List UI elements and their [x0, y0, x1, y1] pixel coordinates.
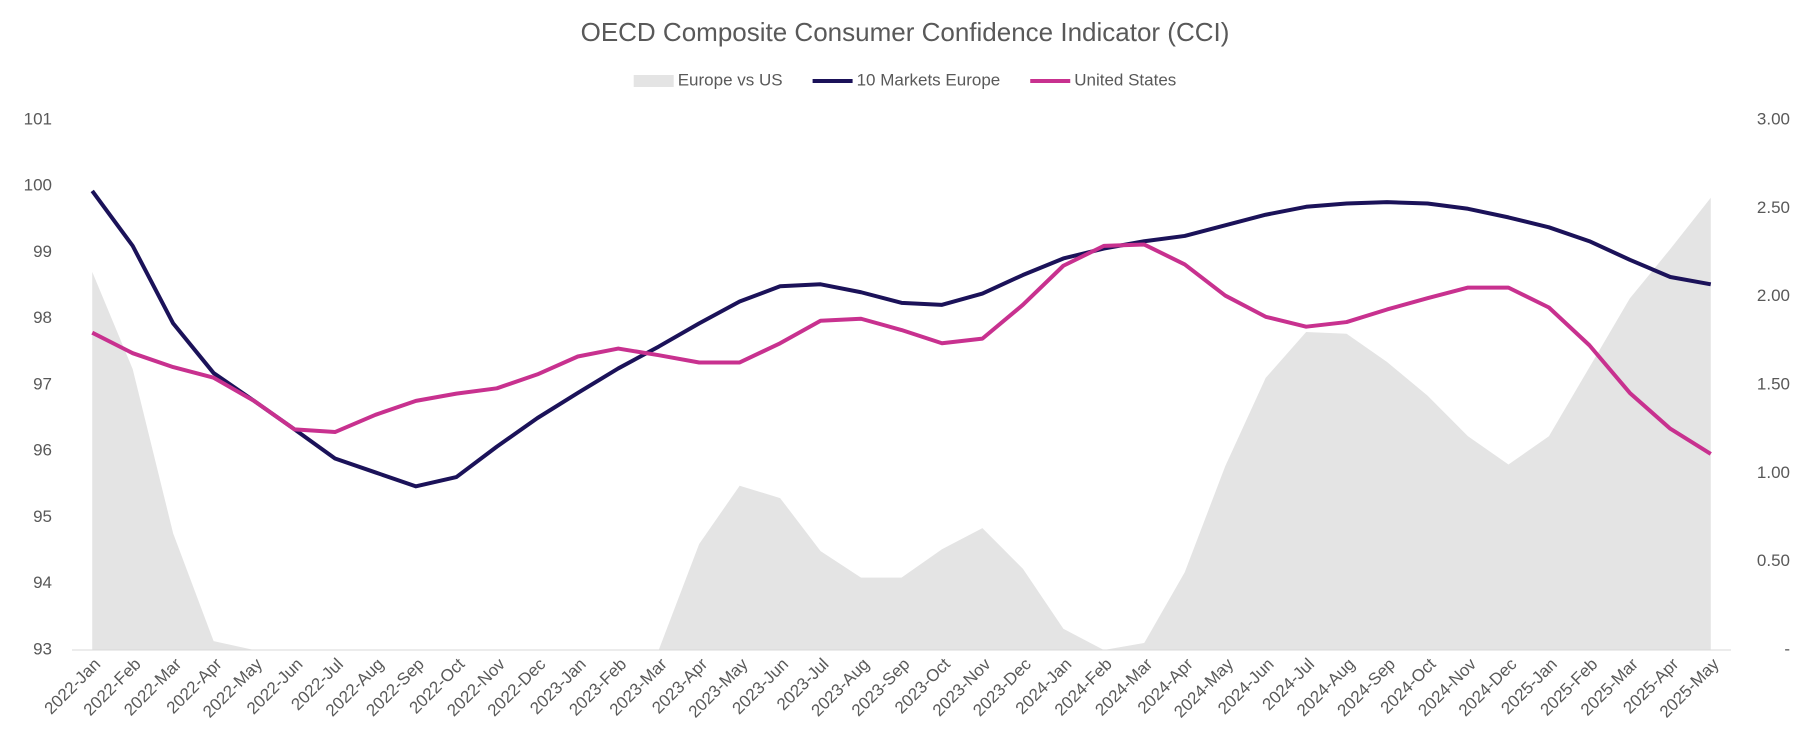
area — [92, 197, 1711, 650]
y2-tick-label: 3.00 — [1757, 109, 1790, 128]
legend-label: United States — [1074, 70, 1176, 89]
y-tick-label: 101 — [24, 109, 52, 128]
line — [91, 242, 1712, 456]
y2-tick-label: 1.50 — [1757, 374, 1790, 393]
y-tick-label: 98 — [33, 308, 52, 327]
legend-label: 10 Markets Europe — [857, 70, 1001, 89]
y-tick-label: 100 — [24, 176, 52, 195]
y2-tick-label: 1.00 — [1757, 463, 1790, 482]
y-tick-label: 99 — [33, 242, 52, 261]
y-tick-label: 95 — [33, 507, 52, 526]
y-tick-label: 94 — [33, 573, 52, 592]
y-tick-label: 96 — [33, 441, 52, 460]
y2-tick-label: 2.50 — [1757, 198, 1790, 217]
chart-title: OECD Composite Consumer Confidence Indic… — [581, 17, 1230, 47]
line — [90, 189, 1712, 489]
y2-tick-label: - — [1784, 639, 1790, 658]
y2-tick-label: 2.00 — [1757, 286, 1790, 305]
y2-tick-label: 0.50 — [1757, 551, 1790, 570]
legend-swatch — [633, 75, 674, 87]
y-tick-label: 97 — [33, 374, 52, 393]
legend-label: Europe vs US — [678, 70, 783, 89]
y-tick-label: 93 — [33, 639, 52, 658]
